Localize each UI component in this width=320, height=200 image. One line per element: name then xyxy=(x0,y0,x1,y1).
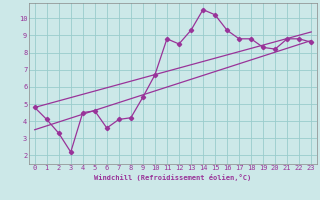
X-axis label: Windchill (Refroidissement éolien,°C): Windchill (Refroidissement éolien,°C) xyxy=(94,174,252,181)
